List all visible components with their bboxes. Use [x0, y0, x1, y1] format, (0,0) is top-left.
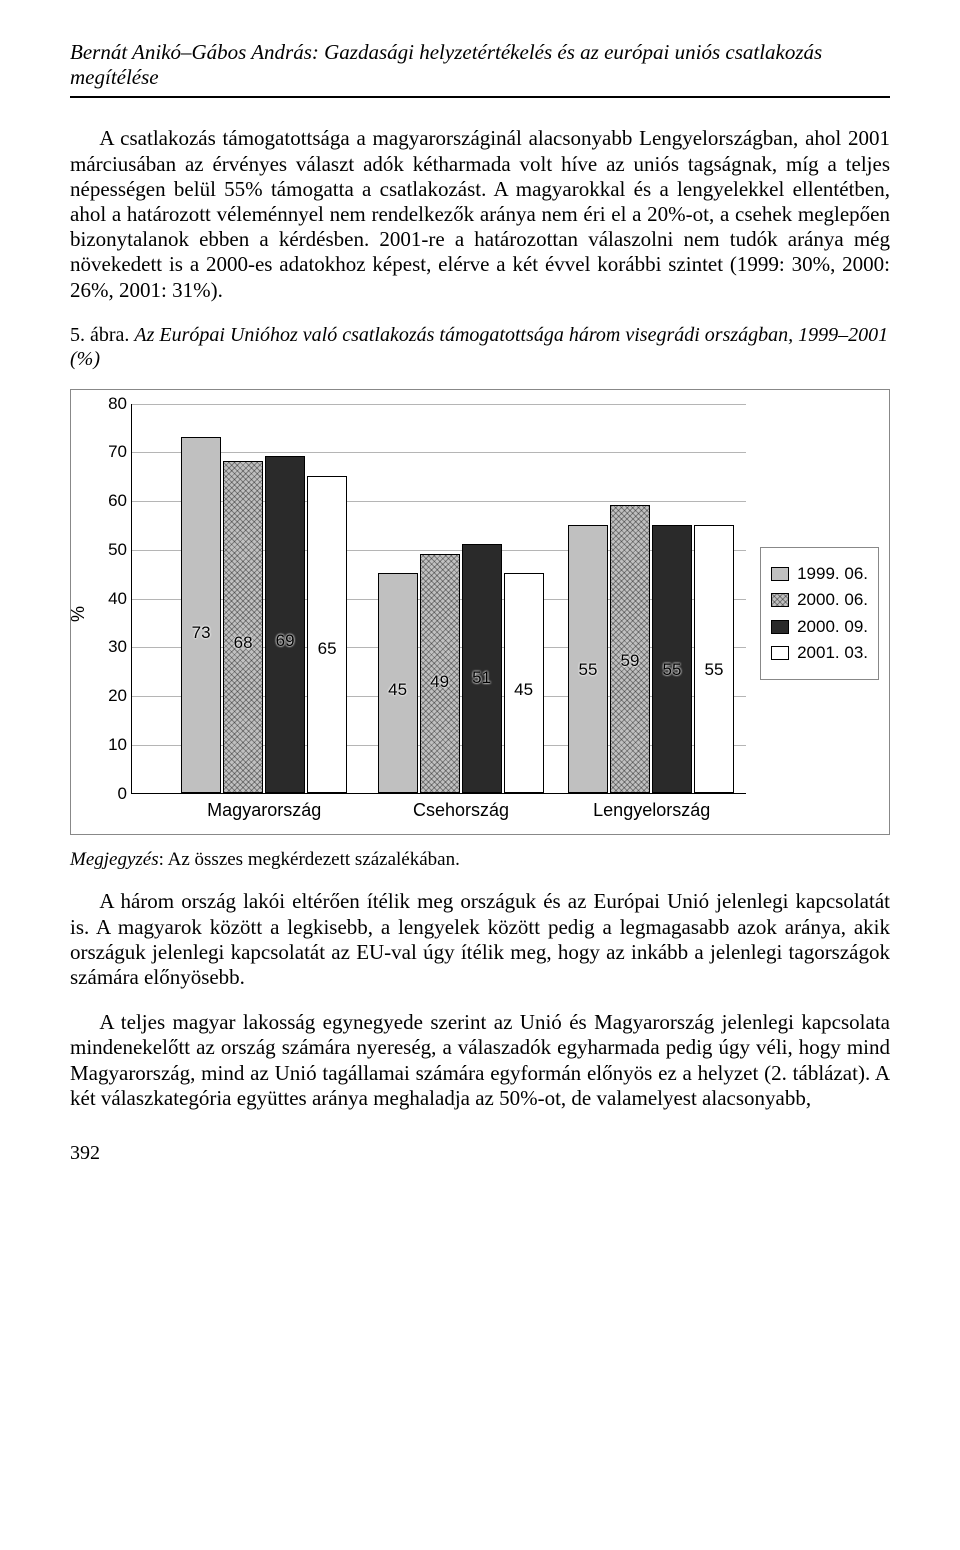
chart-plot-area: % 736869654549514555595555 0102030405060…: [87, 404, 752, 824]
bar-value-label: 69: [276, 631, 295, 651]
legend-item: 2001. 03.: [771, 643, 868, 663]
y-tick-label: 0: [87, 783, 127, 803]
chart-bar: 73: [181, 437, 221, 793]
chart-container: % 736869654549514555595555 0102030405060…: [70, 389, 890, 835]
legend-swatch: [771, 593, 789, 607]
bar-value-label: 55: [705, 660, 724, 680]
y-tick-label: 60: [87, 491, 127, 511]
legend-item: 2000. 06.: [771, 590, 868, 610]
chart-bar: 45: [504, 573, 544, 792]
page-header: Bernát Anikó–Gábos András: Gazdasági hel…: [70, 40, 890, 90]
chart-bar: 65: [307, 476, 347, 793]
bar-value-label: 73: [192, 623, 211, 643]
legend-label: 2001. 03.: [797, 643, 868, 663]
legend-swatch: [771, 620, 789, 634]
header-rule: [70, 96, 890, 98]
legend-label: 2000. 06.: [797, 590, 868, 610]
chart-bar: 51: [462, 544, 502, 793]
chart-legend: 1999. 06. 2000. 06. 2000. 09. 2001. 03.: [760, 547, 879, 681]
bar-value-label: 55: [579, 660, 598, 680]
legend-swatch: [771, 567, 789, 581]
y-tick-label: 70: [87, 442, 127, 462]
bar-value-label: 51: [472, 668, 491, 688]
chart-bar: 59: [610, 505, 650, 793]
bar-value-label: 55: [663, 660, 682, 680]
bar-value-label: 68: [234, 633, 253, 653]
chart-bar-group: 73 68 69 65: [181, 437, 347, 793]
chart-bar: 55: [568, 525, 608, 793]
paragraph-1: A csatlakozás támogatottsága a magyarors…: [70, 126, 890, 302]
x-tick-label: Csehország: [413, 800, 509, 822]
y-tick-label: 80: [87, 393, 127, 413]
bar-value-label: 45: [514, 680, 533, 700]
x-tick-label: Lengyelország: [593, 800, 710, 822]
bar-value-label: 65: [318, 639, 337, 659]
figure-caption-text: Az Európai Unióhoz való csatlakozás támo…: [70, 324, 888, 370]
y-tick-label: 20: [87, 686, 127, 706]
chart-gridline: [132, 404, 746, 405]
y-tick-label: 10: [87, 735, 127, 755]
bar-value-label: 59: [621, 651, 640, 671]
figure-note: Megjegyzés: Az összes megkérdezett száza…: [70, 849, 890, 872]
chart-bar: 68: [223, 461, 263, 793]
figure-note-text: : Az összes megkérdezett százalékában.: [159, 849, 460, 870]
page-number: 392: [70, 1141, 890, 1165]
chart-bar: 45: [378, 573, 418, 792]
y-tick-label: 30: [87, 637, 127, 657]
chart-bar: 69: [265, 456, 305, 792]
y-tick-label: 40: [87, 588, 127, 608]
chart-bar-group: 55 59 55 55: [568, 505, 734, 793]
chart-bar: 55: [652, 525, 692, 793]
figure-caption-prefix: 5. ábra.: [70, 324, 134, 346]
paragraph-2: A három ország lakói eltérően ítélik meg…: [70, 889, 890, 990]
bar-value-label: 45: [388, 680, 407, 700]
chart-bar: 49: [420, 554, 460, 793]
y-tick-label: 50: [87, 540, 127, 560]
chart-bar: 55: [694, 525, 734, 793]
legend-label: 2000. 09.: [797, 617, 868, 637]
chart-bar-group: 45 49 51 45: [378, 544, 544, 793]
x-tick-label: Magyarország: [207, 800, 321, 822]
legend-item: 2000. 09.: [771, 617, 868, 637]
figure-note-label: Megjegyzés: [70, 849, 159, 870]
legend-label: 1999. 06.: [797, 564, 868, 584]
legend-swatch: [771, 646, 789, 660]
paragraph-3: A teljes magyar lakosság egynegyede szer…: [70, 1010, 890, 1111]
figure-caption: 5. ábra. Az Európai Unióhoz való csatlak…: [70, 323, 890, 371]
bar-value-label: 49: [430, 672, 449, 692]
legend-item: 1999. 06.: [771, 564, 868, 584]
